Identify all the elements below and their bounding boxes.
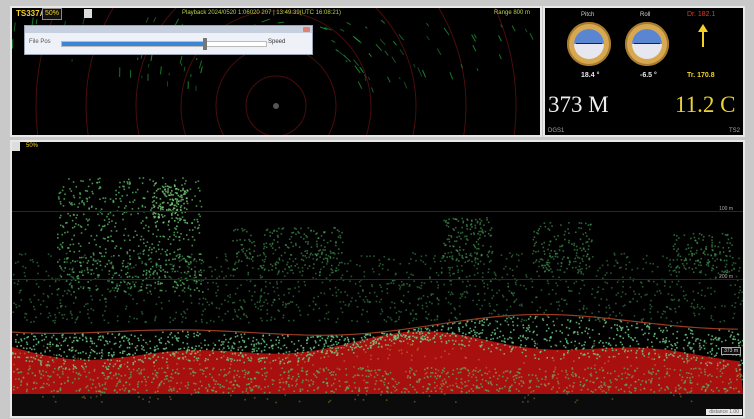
- depth-readout: 373 M: [548, 92, 609, 117]
- sonar-title-bar: TS337A 50% Playback 2024/0520 1:06020 20…: [12, 8, 540, 21]
- sonar-menu-button[interactable]: [84, 9, 92, 18]
- echogram-display[interactable]: [12, 142, 743, 416]
- roll-label: Roll: [640, 12, 651, 18]
- direction-label: Dr. 182.1: [687, 11, 716, 18]
- depth-label-2: 200 m: [719, 274, 733, 280]
- depth-label-1: 100 m: [719, 206, 733, 212]
- temp-source-label: TS2: [728, 128, 740, 134]
- file-position-label: File Pos: [29, 39, 51, 45]
- playback-titlebar[interactable]: [25, 26, 312, 33]
- current-depth-marker: 373 m: [721, 347, 741, 355]
- close-icon[interactable]: [303, 27, 310, 32]
- pitch-value: 18.4 °: [581, 72, 600, 79]
- heading-arrow-icon: [698, 24, 708, 47]
- echogram-corner-label: distance 1.00: [706, 409, 742, 415]
- playback-status: Playback 2024/0520 1:06020 207 | 13:49:3…: [182, 10, 342, 16]
- temperature-readout: 11.2 C: [675, 92, 736, 117]
- roll-value: -6.5 °: [640, 72, 657, 79]
- playback-slider-handle[interactable]: [202, 38, 207, 50]
- playback-slider[interactable]: [61, 38, 267, 50]
- sonar-model-label: TS337A: [16, 9, 46, 18]
- sonar-percent-button[interactable]: 50%: [42, 8, 63, 20]
- playback-dialog: File Pos Speed: [24, 25, 313, 55]
- depth-line-2: [12, 279, 743, 280]
- echogram-panel: 50% 100 m 200 m 373 m distance 1.00: [10, 140, 745, 418]
- pitch-label: Pitch: [581, 12, 595, 18]
- speed-label[interactable]: Speed: [268, 39, 286, 45]
- pitch-gauge-icon: [567, 22, 611, 66]
- sonar-panel: TS337A 50% Playback 2024/0520 1:06020 20…: [10, 6, 542, 137]
- echogram-percent-label: 50%: [26, 143, 39, 149]
- echogram-menu-button[interactable]: [12, 142, 20, 151]
- roll-gauge-icon: [625, 22, 669, 66]
- range-label: Range 800 m: [493, 10, 530, 16]
- depth-line-1: [12, 211, 743, 212]
- depth-source-label: DGS1: [548, 128, 565, 134]
- sensor-panel: Pitch Roll Dr. 182.1 18.4 ° -6.5 ° Tr. 1…: [543, 6, 745, 137]
- t-value: Tr. 170.8: [687, 72, 715, 79]
- playback-progress-fill: [62, 42, 205, 46]
